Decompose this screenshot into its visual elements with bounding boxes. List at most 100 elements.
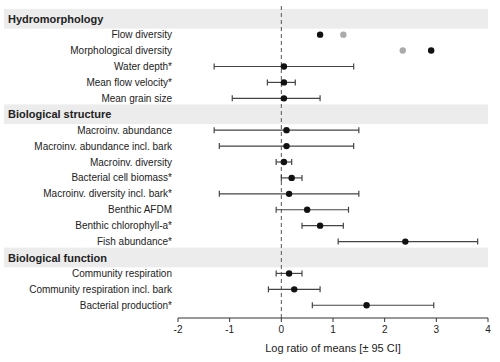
chart-container: Hydromorphology Flow diversity Morphologic… (0, 0, 500, 362)
error-bar (214, 127, 359, 133)
row-label: Mean grain size (101, 93, 172, 104)
point (286, 191, 292, 197)
forest-plot: Hydromorphology Flow diversity Morphologic… (0, 0, 500, 362)
point (400, 47, 406, 53)
error-cap (214, 127, 215, 133)
error-bar (312, 302, 433, 308)
header-band (4, 9, 488, 29)
tick-label: 0 (279, 324, 285, 335)
row-label: Macroinv. diversity incl. bark* (43, 188, 172, 199)
error-bar (302, 223, 343, 229)
error-cap (268, 286, 269, 292)
tick (178, 318, 179, 322)
error-bar (267, 79, 295, 85)
header-band (4, 248, 488, 268)
error-cap (319, 95, 320, 101)
row-label: Community respiration incl. bark (29, 284, 173, 295)
row-label: Macroinv. diversity (90, 157, 172, 168)
point (317, 31, 323, 37)
error-cap (219, 143, 220, 149)
error-cap (353, 63, 354, 69)
point (402, 238, 408, 244)
tick (333, 318, 334, 322)
row-label: Morphological diversity (70, 45, 172, 56)
tick-label: 3 (434, 324, 440, 335)
error-bar (232, 95, 320, 101)
error-cap (301, 175, 302, 181)
point (286, 270, 292, 276)
error-bar (281, 175, 302, 181)
row-label: Flow diversity (111, 29, 172, 40)
error-bar (219, 143, 353, 149)
row-label: Bacterial production* (80, 300, 172, 311)
error-cap (433, 302, 434, 308)
error-cap (219, 191, 220, 197)
error-cap (348, 207, 349, 213)
x-axis: -2 -1 0 1 2 3 4 Log ratio of means [± 95 CI] (174, 318, 492, 354)
error-cap (477, 239, 478, 245)
x-axis-label: Log ratio of means [± 95 CI] (265, 342, 401, 354)
error-cap (301, 270, 302, 276)
error-cap (267, 79, 268, 85)
row-label: Bacterial cell biomass* (71, 172, 172, 183)
group-label: Biological structure (8, 108, 111, 120)
error-cap (319, 286, 320, 292)
row-label: Benthic AFDM (108, 204, 172, 215)
tick-label: 2 (382, 324, 388, 335)
point (281, 79, 287, 85)
tick (229, 318, 230, 322)
row-label: Fish abundance* (97, 236, 172, 247)
error-cap (281, 175, 282, 181)
error-cap (301, 223, 302, 229)
tick (436, 318, 437, 322)
point (291, 286, 297, 292)
row-label: Mean flow velocity* (86, 77, 172, 88)
error-cap (232, 95, 233, 101)
error-cap (312, 302, 313, 308)
tick-label: -1 (225, 324, 234, 335)
error-cap (358, 191, 359, 197)
error-line (312, 305, 433, 306)
error-cap (276, 270, 277, 276)
point (428, 47, 434, 53)
header-bands (4, 9, 488, 268)
tick (384, 318, 385, 322)
tick-label: -2 (174, 324, 183, 335)
group-label: Biological function (8, 252, 107, 264)
header-band (4, 104, 488, 124)
error-line (232, 98, 320, 99)
point (363, 302, 369, 308)
tick-label: 4 (485, 324, 491, 335)
error-cap (353, 143, 354, 149)
error-bar (276, 159, 292, 165)
point (283, 143, 289, 149)
error-cap (291, 159, 292, 165)
row-label: Macroinv. abundance incl. bark (34, 141, 173, 152)
row-label: Community respiration (72, 268, 172, 279)
point (283, 127, 289, 133)
point (304, 207, 310, 213)
error-cap (295, 79, 296, 85)
error-bar (268, 286, 320, 292)
tick (488, 318, 489, 322)
error-cap (343, 223, 344, 229)
error-bar (219, 191, 359, 197)
row-labels: Hydromorphology Flow diversity Morphologic… (8, 13, 173, 311)
marks (214, 31, 478, 308)
row-label: Benthic chlorophyll-a* (75, 220, 172, 231)
error-cap (358, 127, 359, 133)
tick-label: 1 (330, 324, 336, 335)
point (281, 159, 287, 165)
error-cap (214, 63, 215, 69)
error-cap (276, 159, 277, 165)
tick (281, 318, 282, 322)
error-bar (214, 63, 353, 69)
row-label: Macroinv. abundance (77, 125, 172, 136)
error-line (276, 209, 348, 210)
error-bar (338, 239, 478, 245)
group-label: Hydromorphology (8, 13, 104, 25)
error-bar (276, 207, 348, 213)
error-bar (276, 270, 302, 276)
error-cap (276, 207, 277, 213)
point (281, 95, 287, 101)
